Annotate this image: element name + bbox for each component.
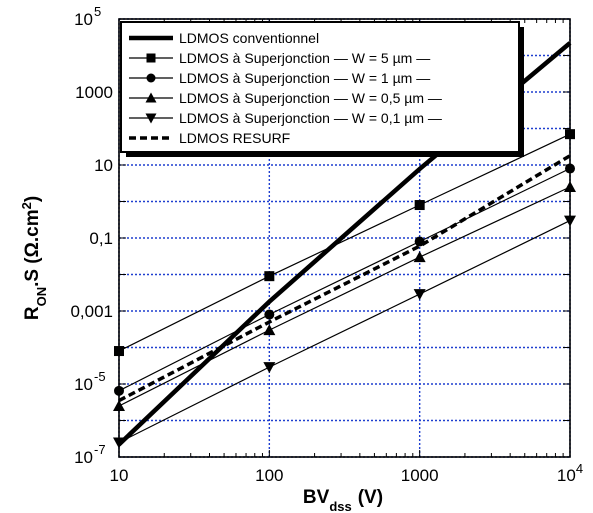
legend-marker-square — [146, 53, 156, 63]
legend-marker-triangle-down — [145, 113, 157, 124]
data-point-triangle-down — [263, 362, 276, 374]
series-2 — [114, 129, 575, 357]
data-point-square — [264, 271, 275, 282]
legend-box — [120, 21, 520, 153]
x-tick-label: 10 — [110, 466, 129, 485]
x-tick-label-base: 1000 — [401, 466, 439, 485]
legend-item: LDMOS à Superjonction — W = 5 µm — — [129, 50, 430, 66]
x-tick-label-base: 10 — [110, 466, 129, 485]
legend-item: LDMOS à Superjonction — W = 0,5 µm — — [129, 90, 442, 106]
legend-shadow-right — [519, 27, 524, 157]
data-point-square — [414, 200, 425, 211]
x-axis-title-unit: (V) — [358, 487, 383, 508]
series-line — [118, 154, 571, 403]
y-tick-label-exponent: 5 — [94, 4, 101, 19]
series-line — [118, 167, 571, 392]
series-line — [118, 186, 571, 407]
series-4 — [113, 180, 576, 411]
y-tick-label: 10 — [74, 375, 93, 394]
y-axis-title-sub: ON — [34, 287, 49, 307]
x-tick-label-base: 10 — [557, 466, 576, 485]
y-tick-label-exponent: -5 — [94, 369, 106, 384]
legend-label: LDMOS à Superjonction — W = 0,5 µm — — [179, 90, 442, 106]
legend-shadow-bottom — [126, 152, 524, 157]
x-tick-label: 100 — [255, 466, 283, 485]
x-axis-title: BVdss (V) — [303, 487, 383, 513]
series-3 — [114, 163, 575, 396]
x-tick-label: 104 — [557, 461, 583, 485]
x-axis-title-sub: dss — [329, 499, 351, 513]
y-tick-label: 10 — [74, 10, 93, 29]
x-tick-label-base: 100 — [255, 466, 283, 485]
legend-marker-circle — [146, 73, 156, 83]
y-tick-label: 10 — [94, 156, 113, 175]
series-5 — [113, 215, 576, 449]
series-line — [118, 133, 571, 352]
data-point-triangle-down — [413, 289, 426, 301]
y-tick-label: 10 — [74, 448, 93, 467]
legend-item: LDMOS à Superjonction — W = 0,1 µm — — [129, 110, 442, 126]
plot-frame — [118, 18, 571, 458]
y-axis-title-sup: 2 — [19, 202, 34, 209]
legend-item: LDMOS à Superjonction — W = 1 µm — — [129, 70, 430, 86]
legend-item: LDMOS conventionnel — [129, 30, 319, 46]
x-tick-label: 1000 — [401, 466, 439, 485]
y-axis-title-end: ) — [22, 196, 43, 202]
y-tick-label: 1000 — [75, 83, 113, 102]
legend-label: LDMOS à Superjonction — W = 0,1 µm — — [179, 110, 442, 126]
y-tick-label-exponent: -7 — [94, 442, 106, 457]
legend: LDMOS conventionnel LDMOS à Superjonction… — [120, 21, 524, 157]
legend-label: LDMOS à Superjonction — W = 1 µm — — [179, 70, 430, 86]
y-axis-title: RON.S (Ω.cm2) — [19, 196, 49, 320]
legend-label: LDMOS conventionnel — [179, 30, 319, 46]
axis-titles: RON.S (Ω.cm2) BVdss (V) — [19, 196, 384, 513]
legend-item: LDMOS RESURF — [129, 130, 290, 146]
series-line — [118, 220, 571, 444]
y-axis-title-mid: .S (Ω.cm — [22, 209, 43, 287]
data-point-circle — [264, 309, 275, 320]
y-axis-title-main: R — [22, 306, 43, 320]
y-tick-label: 0,001 — [70, 302, 113, 321]
legend-label: LDMOS RESURF — [179, 130, 290, 146]
legend-label: LDMOS à Superjonction — W = 5 µm — — [179, 50, 430, 66]
x-axis-title-main: BV — [303, 487, 330, 508]
x-tick-label-exponent: 4 — [576, 461, 583, 476]
y-tick-label: 0,1 — [89, 229, 113, 248]
data-point-triangle-up — [413, 251, 426, 263]
series-6 — [118, 154, 571, 403]
data-point-triangle-up — [263, 324, 276, 336]
legend-marker-triangle-up — [145, 92, 157, 103]
